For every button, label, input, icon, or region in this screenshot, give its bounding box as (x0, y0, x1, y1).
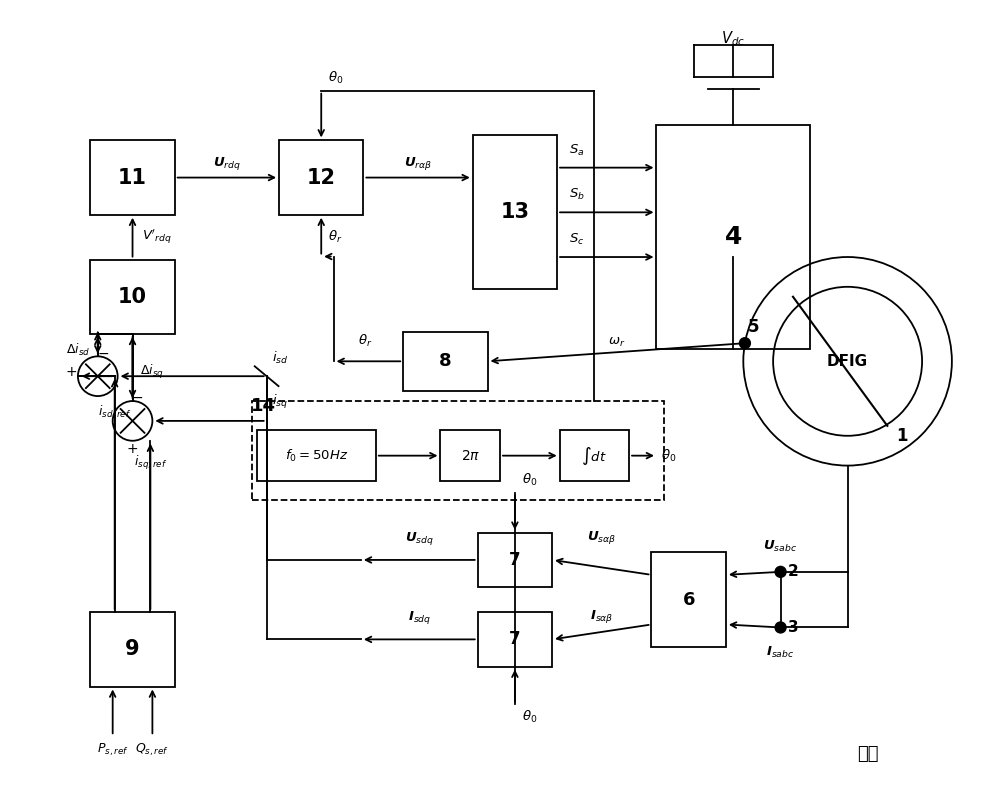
Text: 13: 13 (500, 202, 529, 222)
Text: $i_{sq,ref}$: $i_{sq,ref}$ (134, 453, 167, 472)
Text: $V_{dc}$: $V_{dc}$ (721, 29, 745, 48)
Text: 7: 7 (509, 551, 521, 569)
Text: DFIG: DFIG (827, 354, 868, 369)
Text: $\boldsymbol{I}_{sabc}$: $\boldsymbol{I}_{sabc}$ (766, 646, 795, 660)
Text: $i_{sd,ref}$: $i_{sd,ref}$ (98, 404, 131, 422)
Bar (90, 260, 175, 334)
Text: $\theta_0$: $\theta_0$ (522, 472, 537, 488)
Text: $\boldsymbol{I}_{sdq}$: $\boldsymbol{I}_{sdq}$ (408, 610, 431, 626)
Text: 7: 7 (509, 630, 521, 648)
Text: $\Delta i_{sd}$: $\Delta i_{sd}$ (66, 342, 90, 358)
Text: $Q_{s,ref}$: $Q_{s,ref}$ (135, 741, 169, 757)
Text: 电网: 电网 (857, 744, 878, 762)
Text: 1: 1 (896, 427, 908, 444)
Text: $\theta_0$: $\theta_0$ (328, 70, 344, 86)
Bar (473, 135, 557, 290)
Text: 12: 12 (307, 168, 336, 187)
Text: 3: 3 (788, 620, 799, 635)
Text: $\theta_0$: $\theta_0$ (661, 448, 676, 464)
Text: $-$: $-$ (131, 390, 144, 404)
Bar (560, 430, 629, 482)
Bar (656, 126, 810, 349)
Text: $\boldsymbol{U}_{rdq}$: $\boldsymbol{U}_{rdq}$ (213, 155, 241, 172)
Text: 9: 9 (125, 639, 140, 659)
Text: $\omega_r$: $\omega_r$ (608, 337, 625, 350)
Text: 5: 5 (748, 318, 759, 336)
Bar (279, 140, 363, 215)
Text: $+$: $+$ (126, 442, 139, 456)
Text: $f_0=50Hz$: $f_0=50Hz$ (285, 448, 348, 464)
Text: $\boldsymbol{U}_{r\alpha\beta}$: $\boldsymbol{U}_{r\alpha\beta}$ (404, 155, 432, 172)
Text: $\theta_r$: $\theta_r$ (358, 333, 373, 350)
Text: $\Delta i_{sq}$: $\Delta i_{sq}$ (140, 363, 164, 381)
Text: $\int dt$: $\int dt$ (581, 444, 607, 466)
Text: $\boldsymbol{U}_{sdq}$: $\boldsymbol{U}_{sdq}$ (405, 530, 434, 547)
Circle shape (775, 566, 786, 577)
Text: 2: 2 (788, 564, 799, 579)
Text: +: + (65, 365, 77, 380)
Text: $\boldsymbol{U}_{s\alpha\beta}$: $\boldsymbol{U}_{s\alpha\beta}$ (587, 529, 617, 546)
Bar (252, 401, 664, 500)
Bar (440, 430, 500, 482)
Bar (90, 140, 175, 215)
Text: $i_{sq}$: $i_{sq}$ (272, 393, 288, 411)
Text: $\boldsymbol{I}_{s\alpha\beta}$: $\boldsymbol{I}_{s\alpha\beta}$ (590, 608, 614, 625)
Text: $i_{sd}$: $i_{sd}$ (272, 350, 288, 367)
Text: 6: 6 (682, 590, 695, 609)
Bar (651, 552, 726, 647)
Text: $\theta_r$: $\theta_r$ (328, 229, 343, 245)
Text: $\theta_0$: $\theta_0$ (522, 709, 537, 724)
Circle shape (739, 337, 750, 349)
Text: $-$: $-$ (97, 345, 109, 359)
Text: $P_{s,ref}$: $P_{s,ref}$ (97, 741, 129, 757)
Text: 8: 8 (439, 352, 452, 371)
Bar (478, 533, 552, 587)
Text: $\boldsymbol{U}_{sabc}$: $\boldsymbol{U}_{sabc}$ (763, 539, 798, 554)
Bar (257, 430, 376, 482)
Text: 10: 10 (118, 287, 147, 307)
Text: 11: 11 (118, 168, 147, 187)
Text: $2\pi$: $2\pi$ (461, 448, 480, 462)
Text: 14: 14 (251, 397, 276, 415)
Bar (90, 612, 175, 687)
Text: $S_b$: $S_b$ (569, 187, 585, 203)
Circle shape (775, 622, 786, 633)
Bar (478, 612, 552, 667)
Text: $S_a$: $S_a$ (569, 143, 584, 157)
Bar (403, 332, 488, 391)
Text: 4: 4 (725, 225, 742, 249)
Text: $V'_{rdq}$: $V'_{rdq}$ (142, 228, 173, 247)
Text: $S_c$: $S_c$ (569, 232, 584, 247)
